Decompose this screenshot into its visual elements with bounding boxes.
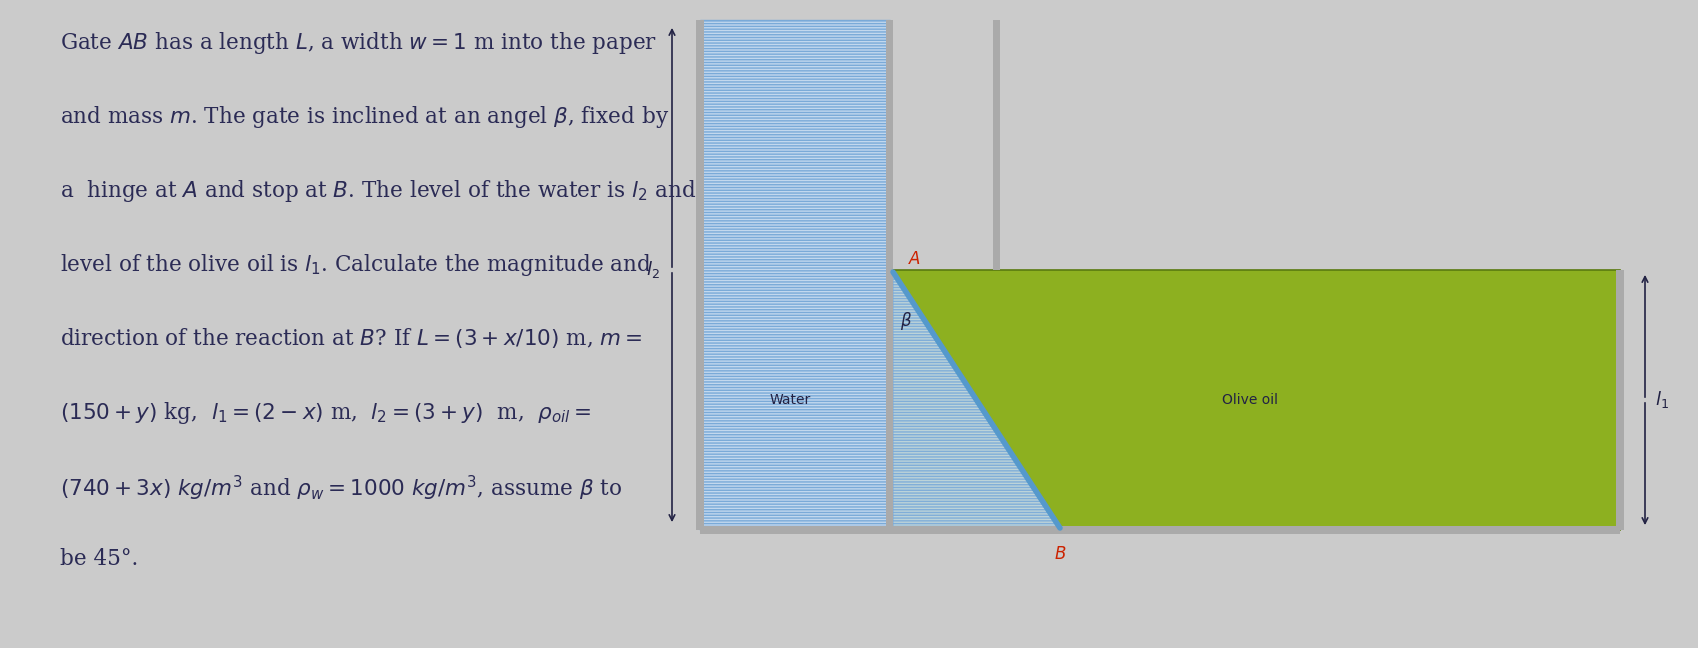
Text: Olive oil: Olive oil <box>1221 393 1277 407</box>
Text: level of the olive oil is $l_1$. Calculate the magnitude and: level of the olive oil is $l_1$. Calcula… <box>59 252 652 278</box>
Polygon shape <box>893 272 1060 528</box>
Bar <box>885 20 893 530</box>
Text: $l_2$: $l_2$ <box>645 259 659 281</box>
Text: be 45°.: be 45°. <box>59 548 138 570</box>
Bar <box>700 20 890 530</box>
Text: $l_1$: $l_1$ <box>1654 389 1667 410</box>
Bar <box>696 20 703 530</box>
Text: and mass $\mathit{m}$. The gate is inclined at an angel $\beta$, fixed by: and mass $\mathit{m}$. The gate is incli… <box>59 104 669 130</box>
Text: a  hinge at $\mathit{A}$ and stop at $\mathit{B}$. The level of the water is $l_: a hinge at $\mathit{A}$ and stop at $\ma… <box>59 178 696 204</box>
Bar <box>1615 270 1623 530</box>
Bar <box>992 20 1000 270</box>
Text: $B$: $B$ <box>1053 545 1066 563</box>
Text: direction of the reaction at $\mathit{B}$? If $L = (3 + x/10)$ m, $m =$: direction of the reaction at $\mathit{B}… <box>59 326 642 350</box>
Bar <box>890 270 1620 530</box>
Text: Water: Water <box>769 393 810 407</box>
Text: $\beta$: $\beta$ <box>900 310 912 332</box>
Bar <box>700 526 1620 534</box>
Text: $(740 + 3x)$ $kg/m^3$ and $\rho_w = 1000$ $kg/m^3$, assume $\beta$ to: $(740 + 3x)$ $kg/m^3$ and $\rho_w = 1000… <box>59 474 621 503</box>
Text: $A$: $A$ <box>907 250 920 268</box>
Text: Gate $\mathit{AB}$ has a length $\mathit{L}$, a width $w = 1$ m into the paper: Gate $\mathit{AB}$ has a length $\mathit… <box>59 30 657 56</box>
Text: $(150 + y)$ kg,  $l_1 = (2-x)$ m,  $l_2 = (3 + y)$  m,  $\rho_{oil} =$: $(150 + y)$ kg, $l_1 = (2-x)$ m, $l_2 = … <box>59 400 591 426</box>
